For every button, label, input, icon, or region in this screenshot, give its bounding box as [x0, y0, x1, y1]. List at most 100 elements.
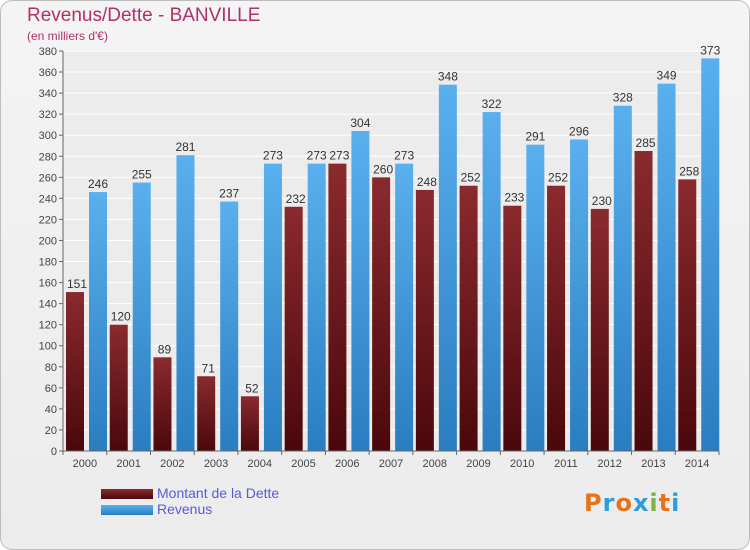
bar-revenus	[89, 192, 107, 452]
bar-dette	[328, 163, 347, 451]
x-tick-label: 2002	[160, 458, 184, 470]
y-tick-label: 360	[39, 67, 57, 79]
x-tick-label: 2006	[335, 458, 359, 470]
bar-dette	[415, 189, 434, 451]
y-tick-label: 0	[51, 446, 57, 458]
bar-revenus	[613, 105, 632, 451]
data-label-revenus: 328	[613, 91, 633, 105]
logo-letter: t	[658, 489, 672, 517]
chart-subtitle: (en milliers d'€)	[27, 29, 108, 43]
y-tick-label: 240	[39, 193, 57, 205]
bar-revenus	[701, 58, 720, 452]
y-tick-label: 60	[45, 383, 57, 395]
bar-dette	[590, 208, 609, 451]
data-label-dette: 230	[592, 194, 612, 208]
y-tick-label: 100	[39, 341, 57, 353]
x-tick-label: 2005	[291, 458, 315, 470]
x-tick-label: 2003	[204, 458, 228, 470]
data-label-dette: 258	[679, 164, 699, 178]
data-label-dette: 233	[504, 191, 524, 205]
x-tick-label: 2010	[510, 458, 534, 470]
data-label-revenus: 349	[657, 69, 677, 83]
data-label-dette: 252	[461, 171, 481, 185]
bar-revenus	[132, 182, 151, 451]
data-label-revenus: 246	[88, 177, 108, 191]
bar-dette	[66, 292, 84, 451]
logo-letter: i	[671, 489, 681, 517]
plot-area	[63, 51, 719, 451]
legend-swatch-dette	[101, 489, 153, 499]
bar-revenus	[263, 163, 282, 451]
y-tick-label: 380	[39, 46, 57, 58]
x-tick-label: 2008	[422, 458, 446, 470]
y-tick-label: 200	[39, 235, 57, 247]
logo-letter: r	[602, 489, 616, 517]
data-label-dette: 232	[286, 192, 306, 206]
data-label-dette: 89	[158, 342, 172, 356]
logo-letter: o	[615, 489, 633, 517]
bar-dette	[547, 185, 566, 451]
bars	[66, 58, 720, 452]
y-tick-label: 20	[45, 425, 57, 437]
bar-revenus	[526, 144, 545, 451]
bar-dette	[153, 357, 172, 451]
data-label-dette: 71	[202, 361, 216, 375]
bar-revenus	[351, 131, 370, 451]
logo-letter: P	[584, 489, 603, 517]
bar-revenus	[307, 163, 326, 451]
data-label-revenus: 291	[525, 130, 545, 144]
y-axis: 0 20 40 60 80 100 120 140 160 180 200 220 240 260 280 3…	[39, 46, 64, 458]
x-tick-label: 2007	[379, 458, 403, 470]
bar-revenus	[438, 84, 457, 452]
data-label-dette: 260	[373, 162, 393, 176]
bar-dette	[634, 151, 653, 451]
y-tick-label: 260	[39, 172, 57, 184]
data-label-revenus: 255	[132, 168, 152, 182]
data-label-dette: 52	[245, 381, 259, 395]
data-label-revenus: 273	[263, 149, 283, 163]
x-tick-label: 2000	[73, 458, 97, 470]
x-tick-label: 2001	[116, 458, 140, 470]
bar-dette	[503, 205, 522, 451]
bar-revenus	[657, 83, 676, 451]
y-tick-label: 220	[39, 214, 57, 226]
legend-swatch-revenus	[101, 505, 153, 515]
bar-revenus	[482, 112, 501, 451]
y-tick-label: 180	[39, 257, 57, 269]
data-label-revenus: 304	[350, 116, 370, 130]
x-tick-label: 2013	[641, 458, 665, 470]
y-tick-label: 280	[39, 151, 57, 163]
data-label-revenus: 296	[569, 124, 589, 138]
x-tick-label: 2009	[466, 458, 490, 470]
x-tick-label: 2014	[685, 458, 709, 470]
data-label-dette: 248	[417, 175, 437, 189]
data-label-revenus: 348	[438, 70, 458, 84]
legend-label-dette: Montant de la Dette	[157, 485, 280, 501]
data-label-revenus: 281	[175, 140, 195, 154]
data-label-revenus: 237	[219, 187, 239, 201]
bar-dette	[372, 177, 391, 451]
data-label-dette: 151	[67, 277, 87, 291]
logo-letter: i	[649, 489, 659, 517]
proxiti-logo: Proxiti	[584, 489, 680, 517]
grid-lines	[63, 50, 719, 452]
bar-dette	[240, 396, 259, 451]
data-label-revenus: 373	[700, 43, 720, 57]
bar-dette	[109, 324, 128, 451]
x-tick-label: 2012	[597, 458, 621, 470]
chart-title: Revenus/Dette - BANVILLE	[27, 5, 261, 26]
data-label-dette: 120	[111, 310, 131, 324]
y-tick-label: 40	[45, 404, 57, 416]
logo-letter: x	[632, 489, 650, 517]
bar-dette	[197, 376, 216, 451]
data-label-dette: 252	[548, 171, 568, 185]
y-tick-label: 160	[39, 278, 57, 290]
y-tick-label: 340	[39, 88, 57, 100]
x-axis: 2000 2001 2002 2003 2004 2005 2006 2007 2008 2009…	[62, 450, 720, 470]
data-label-revenus: 273	[307, 149, 327, 163]
y-tick-label: 300	[39, 130, 57, 142]
bar-dette	[284, 206, 303, 451]
